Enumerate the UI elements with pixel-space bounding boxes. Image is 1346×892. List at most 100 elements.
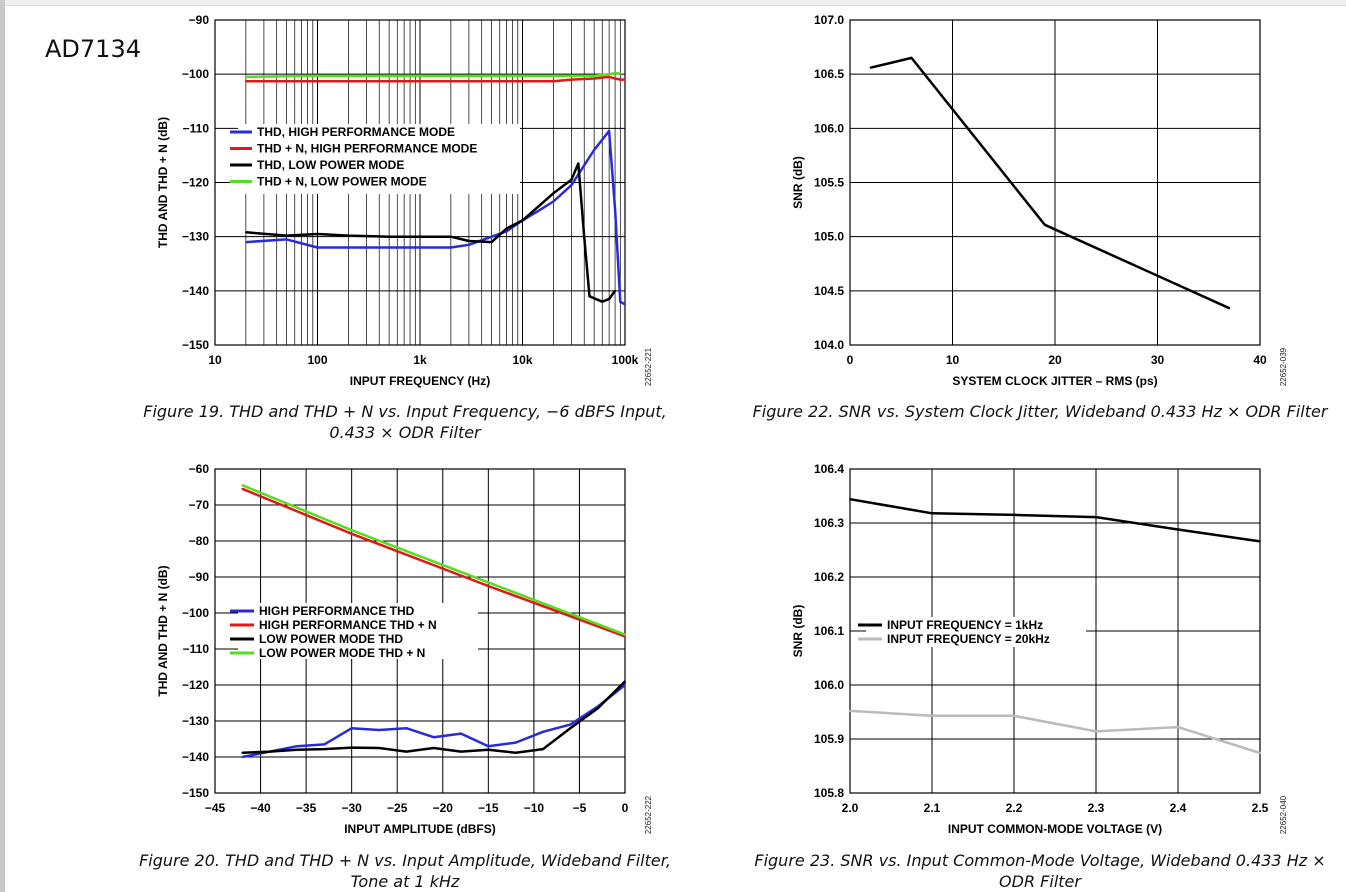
- data-point: [241, 484, 244, 487]
- y-tick-label: −90: [189, 570, 210, 584]
- data-point: [487, 748, 490, 751]
- data-point: [614, 289, 616, 292]
- y-axis-label: SNR (dB): [791, 605, 805, 658]
- y-tick-label: −130: [182, 230, 209, 244]
- data-point: [1259, 540, 1261, 543]
- y-tick-label: 106.0: [814, 121, 844, 135]
- data-point: [241, 756, 244, 758]
- chart-fig20: −45 −40 −35 −30 −25 −20 −15 −10 −5 0 −150 −140 −130 −…: [0, 445, 680, 892]
- data-point: [490, 241, 493, 244]
- data-point: [570, 178, 573, 181]
- data-point: [542, 748, 544, 750]
- legend-label-2: HIGH PERFORMANCE THD + N: [259, 618, 437, 632]
- y-tick-label: −70: [189, 498, 210, 512]
- y-axis-label: THD AND THD + N (dB): [156, 117, 170, 248]
- data-point: [570, 184, 573, 187]
- data-point: [1095, 516, 1097, 518]
- caption-fig22: Figure 22. SNR vs. System Clock Jitter, …: [752, 402, 1328, 421]
- caption-fig23: Figure 23. SNR vs. Input Common-Mode Vol…: [754, 851, 1326, 891]
- x-tick-label: −30: [341, 801, 362, 815]
- y-tick-label: −150: [182, 786, 209, 800]
- data-point: [316, 74, 319, 77]
- legend-box: [866, 617, 1086, 647]
- figure-id: 22652-039: [1279, 347, 1288, 386]
- series-line-2: [245, 75, 625, 83]
- data-point: [552, 200, 555, 203]
- data-point: [432, 747, 435, 749]
- data-point: [608, 298, 610, 300]
- data-point: [487, 585, 490, 587]
- series-line-4: [245, 71, 621, 79]
- data-point: [608, 76, 610, 78]
- plot-frame: [214, 468, 626, 794]
- caption-fig19: Figure 19. THD and THD + N vs. Input Fre…: [143, 402, 667, 442]
- plot-frame: [214, 19, 626, 346]
- plot-area: 10 100 1k 10k 100k −150 −140 −130 −120 −110 −100 −9…: [156, 13, 653, 388]
- y-tick-label: −120: [182, 176, 209, 190]
- data-point: [619, 300, 622, 303]
- y-tick-label: 104.0: [814, 338, 844, 352]
- data-point: [350, 727, 353, 730]
- data-point: [350, 532, 353, 535]
- x-tick-label: 40: [1253, 353, 1267, 367]
- data-point: [614, 77, 616, 80]
- chart-fig22: 0 10 20 30 40 104.0 104.5 105.0 105.5 106.0 106.5 1…: [680, 0, 1346, 445]
- data-point: [608, 73, 610, 76]
- data-point: [245, 80, 247, 83]
- plot-frame: [849, 468, 1261, 794]
- legend-label-2: INPUT FREQUENCY = 20kHz: [887, 632, 1050, 646]
- x-tick-label: 1k: [413, 353, 427, 367]
- data-point: [450, 246, 452, 249]
- legend: THD, HIGH PERFORMANCE MODE THD + N, HIGH …: [230, 124, 520, 194]
- data-point: [601, 300, 604, 303]
- data-point: [521, 80, 524, 83]
- data-point: [619, 72, 622, 75]
- data-point: [388, 235, 390, 238]
- data-point: [316, 246, 319, 249]
- data-point: [241, 487, 244, 490]
- data-point: [619, 78, 622, 81]
- data-point: [1177, 528, 1179, 531]
- chart-fig23: 2.0 2.1 2.2 2.3 2.4 2.5 105.8 105.9 106.0 106.1 10…: [680, 445, 1346, 892]
- data-point: [460, 750, 462, 753]
- x-tick-label: 20: [1048, 353, 1062, 367]
- y-tick-label: −140: [182, 284, 209, 298]
- data-point: [316, 80, 319, 83]
- x-tick-label: 10: [946, 353, 960, 367]
- data-point: [419, 235, 421, 238]
- data-point: [569, 723, 572, 726]
- y-tick-label: 105.5: [814, 176, 844, 190]
- legend-label-3: LOW POWER MODE THD: [259, 632, 403, 646]
- data-point: [514, 741, 517, 744]
- data-point: [552, 80, 555, 83]
- data-point: [405, 727, 408, 730]
- data-point: [419, 80, 421, 83]
- x-tick-label: −10: [524, 801, 545, 815]
- data-point: [296, 745, 298, 748]
- x-tick-label: 0: [622, 801, 629, 815]
- doc-title: AD7134: [45, 35, 141, 63]
- y-tick-label: 106.2: [814, 570, 844, 584]
- data-point: [241, 751, 244, 754]
- data-point: [323, 743, 326, 746]
- y-tick-label: −110: [183, 121, 210, 135]
- data-point: [487, 581, 490, 584]
- figure-id: 22652-221: [644, 347, 653, 386]
- data-point: [487, 745, 490, 748]
- legend-label-1: HIGH PERFORMANCE THD: [259, 604, 415, 618]
- window-top-edge: [5, 0, 1346, 6]
- data-point: [419, 246, 421, 249]
- data-point: [552, 192, 555, 195]
- data-point: [614, 208, 616, 211]
- legend-box: [238, 124, 520, 194]
- data-point: [1259, 752, 1261, 754]
- series-line-4: [241, 484, 626, 636]
- data-point: [490, 235, 493, 238]
- data-point: [588, 295, 591, 298]
- data-point: [432, 736, 435, 739]
- data-point: [316, 233, 319, 235]
- data-point: [1177, 726, 1179, 728]
- data-point: [849, 710, 851, 712]
- figure-id: 22652-040: [1279, 795, 1288, 834]
- y-tick-label: −130: [182, 714, 209, 728]
